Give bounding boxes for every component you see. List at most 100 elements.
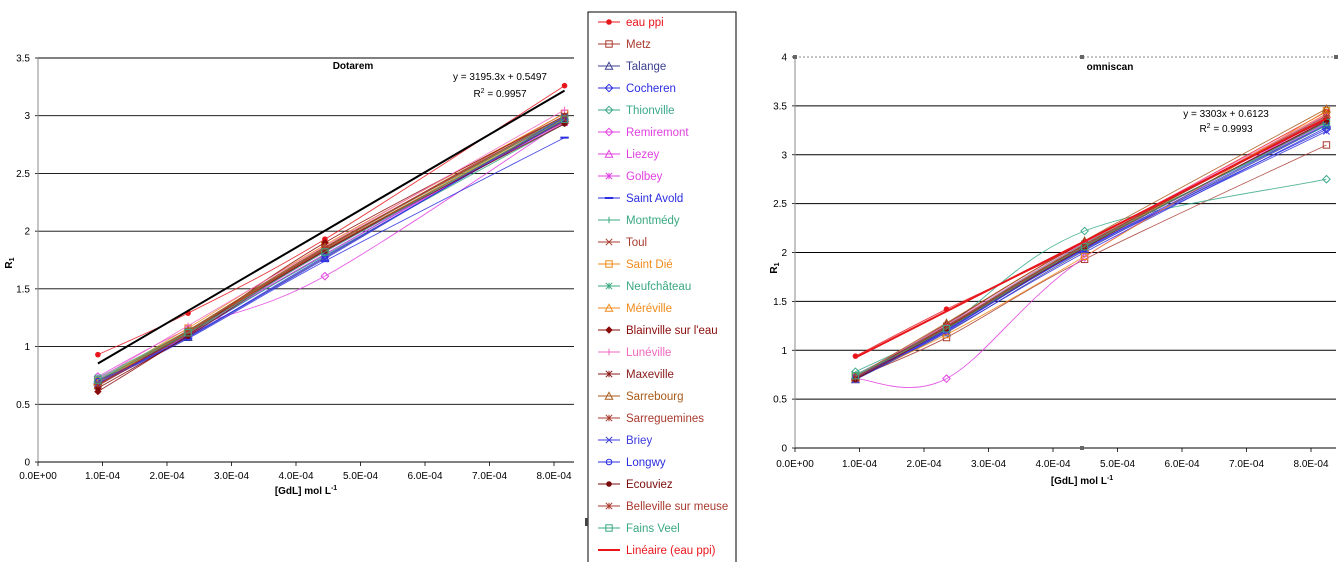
series-line	[97, 117, 565, 382]
series-line	[855, 111, 1327, 357]
legend-label: Méréville	[626, 303, 672, 315]
y-tick-label: 3	[24, 111, 30, 122]
y-tick-label: 0.5	[773, 395, 787, 406]
legend-label: Blainville sur l'eau	[626, 325, 718, 337]
series-group	[850, 104, 1331, 388]
legend-item: Cocheren	[598, 83, 676, 95]
trendline	[855, 117, 1327, 359]
series-line	[855, 122, 1327, 377]
legend-marker	[605, 260, 613, 268]
x-tick-label: 4.0E-04	[1035, 459, 1070, 470]
legend-label: Thionville	[626, 105, 675, 117]
legend-marker	[605, 370, 613, 378]
y-axis-subscript: 1	[774, 262, 781, 266]
legend-item: Fains Veel	[598, 523, 680, 535]
y-tick-label: 4	[781, 53, 787, 64]
x-tick-label: 0.0E+00	[19, 471, 57, 482]
series-line	[855, 114, 1327, 377]
y-tick-label: 1	[24, 342, 30, 353]
data-point	[94, 376, 102, 384]
x-tick-label: 4.0E-04	[278, 471, 313, 482]
legend-label: Talange	[626, 61, 666, 73]
legend-marker	[605, 348, 613, 356]
legend-marker	[604, 149, 614, 158]
trendline-equation: y = 3303x + 0.6123	[1183, 109, 1269, 120]
series-line	[855, 144, 1327, 379]
data-point	[1080, 252, 1089, 262]
legend-marker	[605, 436, 613, 444]
legend-marker	[604, 61, 614, 70]
series-line	[97, 115, 565, 392]
x-tick-label: 5.0E-04	[343, 471, 378, 482]
data-point	[1322, 127, 1331, 135]
x-tick-label: 3.0E-04	[214, 471, 249, 482]
x-tick-label: 3.0E-04	[971, 459, 1006, 470]
chart-1: 0 0.5 1 1.5 2 2.5 3 3.5 0.0E+00 1.0E-04 2.0E-04 3.0…	[4, 54, 574, 497]
x-tick-label: 7.0E-04	[1229, 459, 1264, 470]
series-line	[97, 137, 565, 384]
legend-label: Saint Avold	[626, 193, 683, 205]
legend-marker	[605, 282, 613, 290]
legend-item: eau ppi	[598, 17, 664, 29]
legend-marker	[605, 40, 613, 48]
legend-label: Golbey	[626, 171, 663, 183]
legend-item: Sarrebourg	[598, 391, 684, 403]
legend-item: Sarreguemines	[598, 413, 704, 425]
legend-marker	[605, 414, 613, 422]
data-point	[321, 248, 329, 256]
series-line	[97, 123, 565, 389]
series-line	[97, 85, 565, 356]
data-point	[1322, 174, 1331, 184]
axis-handle	[1080, 55, 1084, 59]
y-tick-label: 3	[781, 150, 787, 161]
legend-marker	[604, 105, 614, 115]
legend-label: Fains Veel	[626, 523, 680, 535]
r-squared-value: = 0.9957	[485, 89, 527, 100]
legend-label: Cocheren	[626, 83, 676, 95]
y-tick-label: 2.5	[16, 169, 30, 180]
axis-handle	[793, 55, 797, 59]
y-tick-label: 0	[24, 458, 30, 469]
data-point	[851, 371, 860, 380]
legend-marker	[604, 391, 614, 400]
x-tick-label: 8.0E-04	[1293, 459, 1328, 470]
legend-label: Sarrebourg	[626, 391, 684, 403]
x-tick-label: 1.0E-04	[85, 471, 120, 482]
r-squared-label: R2 = 0.9993	[1199, 123, 1253, 135]
legend-marker	[604, 303, 614, 312]
y-tick-label: 2.5	[773, 199, 787, 210]
axis-handle	[1334, 55, 1338, 59]
x-tick-label: 7.0E-04	[472, 471, 507, 482]
x-tick-label: 1.0E-04	[842, 459, 877, 470]
legend-item: Briey	[598, 435, 652, 447]
series-line	[97, 121, 565, 377]
legend-label: Maxeville	[626, 369, 674, 381]
legend-item: Blainville sur l'eau	[598, 325, 718, 337]
legend-label: Briey	[626, 435, 652, 447]
y-axis-subscript: 1	[9, 257, 16, 261]
data-point	[1080, 242, 1089, 251]
data-point	[184, 329, 192, 337]
legend-label: Montmédy	[626, 215, 680, 227]
trendline	[97, 89, 566, 365]
legend-label: Liezey	[626, 149, 659, 161]
legend-item: Ecouviez	[598, 479, 673, 491]
legend-label: Ecouviez	[626, 479, 673, 491]
series-line	[97, 109, 565, 380]
legend-marker	[604, 83, 614, 93]
data-point	[942, 325, 951, 333]
data-point	[95, 351, 101, 358]
series-line	[97, 118, 565, 381]
legend-marker	[605, 238, 613, 246]
legend-marker	[605, 524, 613, 532]
legend-item: Saint Avold	[598, 193, 683, 205]
x-tick-label: 2.0E-04	[906, 459, 941, 470]
x-tick-label: 0.0E+00	[776, 459, 814, 470]
legend-item: Méréville	[598, 303, 672, 315]
data-point	[942, 374, 951, 384]
legend-item: Metz	[598, 39, 651, 51]
data-point	[1080, 252, 1089, 261]
x-tick-label: 6.0E-04	[1164, 459, 1199, 470]
legend-label: Remiremont	[626, 127, 689, 139]
